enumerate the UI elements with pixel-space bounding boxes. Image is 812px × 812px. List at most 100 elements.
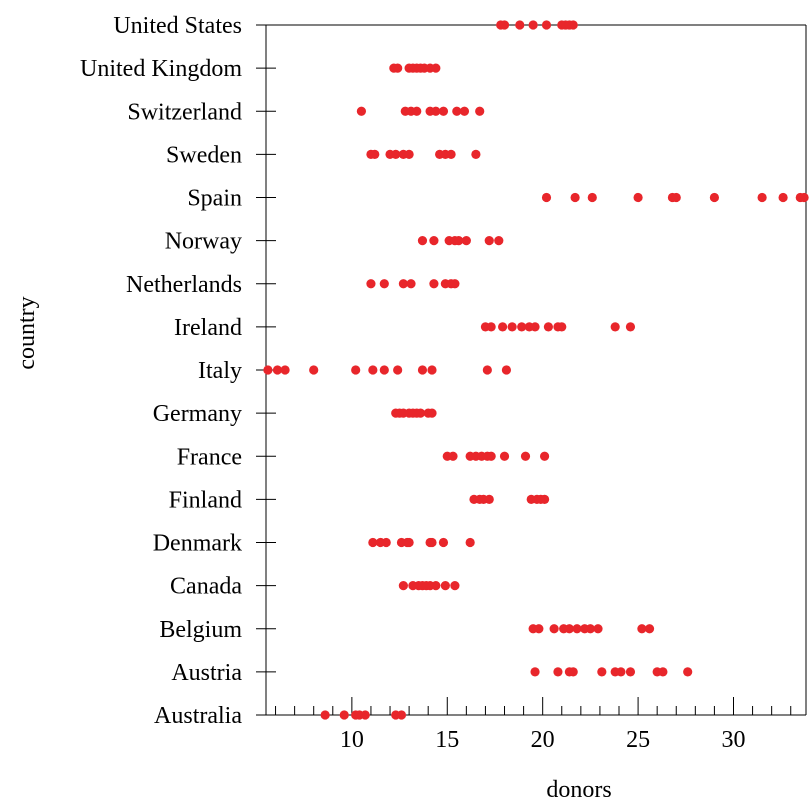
- data-point: [534, 624, 544, 634]
- data-point: [366, 279, 376, 289]
- data-point: [557, 322, 567, 332]
- plot-frame: [265, 24, 807, 716]
- data-point: [452, 106, 462, 116]
- x-tick-label: 25: [626, 727, 650, 753]
- data-point: [370, 149, 380, 159]
- data-point: [572, 624, 582, 634]
- data-point: [644, 624, 655, 634]
- data-point: [368, 537, 378, 548]
- data-point: [450, 279, 460, 289]
- data-point: [528, 20, 538, 30]
- data-point: [541, 20, 552, 30]
- y-tick-label: Norway: [165, 229, 242, 255]
- data-point: [553, 667, 563, 677]
- data-point: [597, 667, 607, 677]
- data-point: [543, 322, 554, 332]
- data-points: [263, 20, 809, 720]
- data-point: [494, 236, 504, 246]
- data-point: [431, 581, 441, 591]
- y-tick-label: Switzerland: [127, 99, 242, 125]
- data-point: [393, 63, 403, 73]
- data-point: [431, 63, 441, 73]
- data-point: [482, 365, 492, 375]
- data-point: [381, 537, 391, 548]
- data-point: [431, 106, 441, 116]
- data-point: [507, 322, 517, 332]
- data-point: [417, 236, 428, 246]
- x-tick-label: 10: [340, 727, 364, 753]
- data-point: [486, 322, 496, 332]
- data-point: [658, 667, 668, 677]
- data-point: [501, 365, 512, 375]
- y-tick-label: Austria: [171, 660, 242, 686]
- data-point: [757, 192, 767, 203]
- data-point: [351, 365, 361, 375]
- data-point: [625, 667, 636, 677]
- data-point: [427, 408, 437, 418]
- data-point: [406, 279, 416, 289]
- y-axis-title: country: [14, 296, 40, 369]
- data-point: [515, 20, 525, 30]
- data-point: [309, 365, 319, 375]
- data-point: [530, 322, 540, 332]
- y-tick-label: Netherlands: [126, 272, 242, 298]
- data-point: [539, 451, 550, 461]
- data-point: [610, 322, 620, 332]
- data-point: [450, 581, 460, 591]
- data-point: [465, 537, 475, 548]
- data-point: [396, 710, 407, 720]
- x-tick-label: 15: [435, 727, 459, 753]
- data-point: [379, 365, 389, 375]
- y-tick-label: Belgium: [159, 617, 242, 643]
- data-point: [484, 494, 494, 504]
- data-point: [360, 710, 370, 720]
- data-point: [427, 365, 437, 375]
- data-point: [625, 322, 636, 332]
- data-point: [391, 149, 401, 159]
- data-point: [498, 322, 508, 332]
- data-point: [539, 494, 550, 504]
- data-point: [412, 106, 422, 116]
- data-point: [484, 236, 494, 246]
- data-point: [427, 537, 437, 548]
- data-point: [799, 192, 809, 203]
- x-axis-title: donors: [546, 777, 611, 803]
- data-point: [280, 365, 290, 375]
- data-point: [568, 667, 578, 677]
- y-tick-label: Italy: [198, 358, 242, 384]
- y-tick-label: Germany: [153, 401, 242, 427]
- data-point: [379, 279, 389, 289]
- data-point: [564, 624, 574, 634]
- y-tick-label: Ireland: [174, 315, 242, 341]
- data-point: [568, 20, 578, 30]
- data-point: [440, 581, 450, 591]
- y-tick-label: United Kingdom: [80, 56, 242, 82]
- data-point: [549, 624, 559, 634]
- data-point: [339, 710, 349, 720]
- data-point: [415, 408, 426, 418]
- data-point: [633, 192, 643, 203]
- data-point: [499, 451, 510, 461]
- data-point: [446, 149, 456, 159]
- data-point: [709, 192, 720, 203]
- x-tick-label: 30: [721, 727, 745, 753]
- data-point: [417, 365, 428, 375]
- data-point: [499, 20, 510, 30]
- y-tick-label: Sweden: [166, 142, 242, 168]
- data-point: [438, 537, 449, 548]
- data-point: [429, 279, 439, 289]
- data-point: [530, 667, 540, 677]
- data-point: [486, 451, 496, 461]
- data-point: [272, 365, 283, 375]
- x-tick-label: 20: [531, 727, 555, 753]
- data-point: [398, 581, 408, 591]
- data-point: [438, 106, 449, 116]
- y-axis: Australia Austria Belgium Canada Denmark Finl…: [80, 13, 276, 729]
- data-point: [475, 106, 485, 116]
- data-point: [356, 106, 367, 116]
- data-point: [471, 149, 481, 159]
- data-point: [404, 537, 414, 548]
- data-point: [393, 365, 403, 375]
- data-point: [585, 624, 595, 634]
